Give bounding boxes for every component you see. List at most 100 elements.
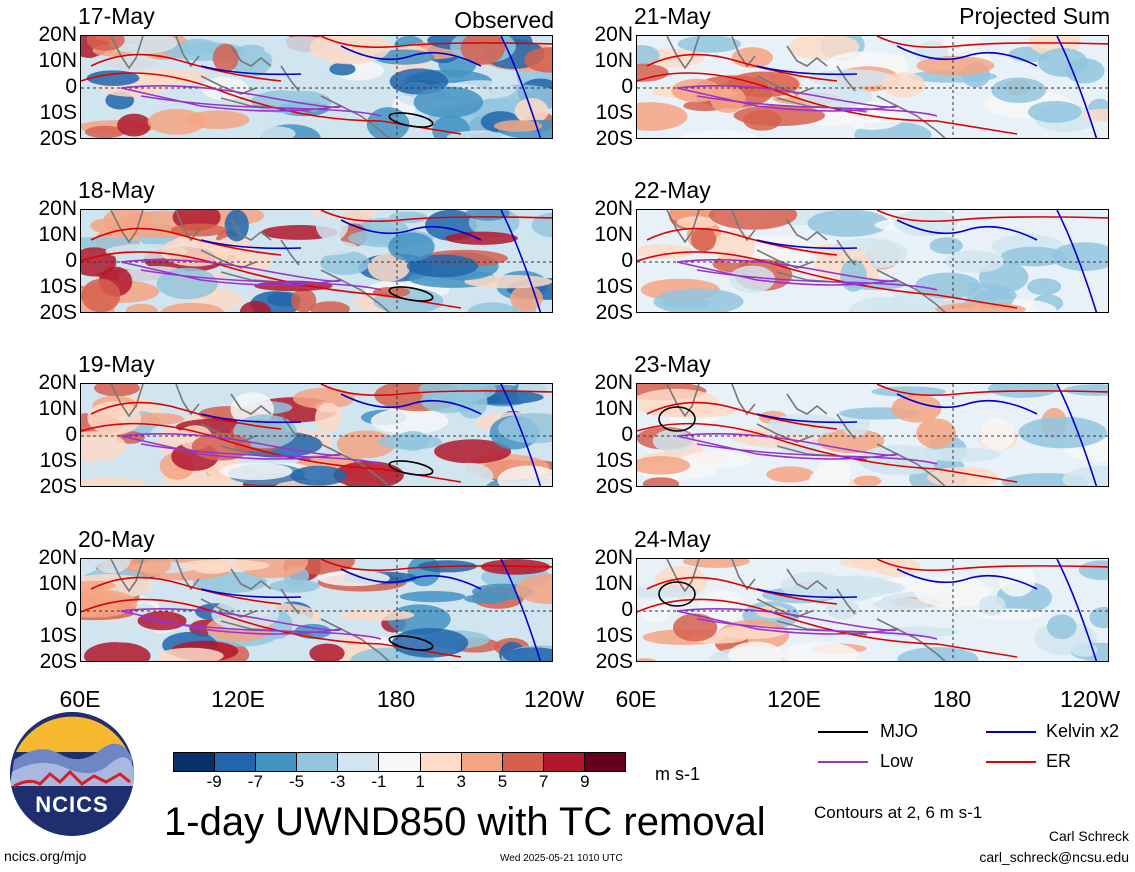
observed-lat-label-3-1: 10N: [38, 397, 77, 420]
observed-map-panel-4: [80, 558, 553, 662]
observed-lat-label-2-1: 10N: [38, 223, 77, 246]
colorbar-swatch-1: [215, 753, 257, 771]
observed-map-svg-4: [81, 559, 552, 661]
legend-line-low: [818, 761, 868, 763]
observed-lat-label-4-4: 20S: [39, 650, 77, 673]
projected-panel-date-4: 24-May: [634, 526, 711, 552]
colorbar-swatch-7: [461, 753, 503, 771]
projected-map-panel-3: [636, 383, 1109, 487]
footer-email: carl_schreck@ncsu.edu: [979, 849, 1129, 865]
observed-lat-label-1-4: 20S: [39, 127, 77, 150]
observed-lat-label-3-2: 0: [65, 423, 77, 446]
observed-lat-label-3-0: 20N: [38, 371, 77, 394]
observed-header: Observed: [454, 7, 554, 33]
colorbar-swatch-3: [297, 753, 339, 771]
lon-label-60e-left: 60E: [59, 686, 101, 712]
projected-lat-label-1-4: 20S: [595, 127, 633, 150]
projected-map-svg-2: [637, 210, 1108, 312]
contours-note: Contours at 2, 6 m s-1: [814, 803, 983, 822]
legend-label-low: Low: [880, 751, 914, 771]
observed-lat-label-1-2: 0: [65, 75, 77, 98]
projected-lat-label-4-0: 20N: [594, 546, 633, 569]
observed-panel-date-3: 19-May: [78, 351, 155, 377]
observed-map-panel-2: [80, 209, 553, 313]
legend-line-er: [986, 761, 1036, 763]
lon-label-180-left: 180: [376, 686, 416, 712]
colorbar-swatch-4: [338, 753, 380, 771]
lon-label-120e-right: 120E: [767, 686, 821, 712]
legend-label-er: ER: [1046, 751, 1072, 771]
colorbar-swatch-2: [256, 753, 298, 771]
colorbar-swatch-6: [420, 753, 462, 771]
colorbar-tick-label-6: 3: [456, 772, 466, 791]
observed-lat-label-4-2: 0: [65, 598, 77, 621]
observed-lat-label-2-3: 10S: [39, 275, 77, 298]
logo-text: NCICS: [35, 792, 109, 817]
colorbar-tick-label-3: -3: [330, 772, 346, 791]
observed-map-svg-2: [81, 210, 552, 312]
projected-panel-date-2: 22-May: [634, 177, 711, 203]
lon-label-120w-right: 120W: [1060, 686, 1121, 712]
legend-line-mjo: [818, 731, 868, 733]
projected-lat-label-3-4: 20S: [595, 475, 633, 498]
legend-line-kelvin: [986, 731, 1036, 733]
observed-lat-label-2-2: 0: [65, 249, 77, 272]
projected-map-panel-4: [636, 558, 1109, 662]
observed-lat-label-1-1: 10N: [38, 49, 77, 72]
ncics-logo: NCICS: [10, 712, 134, 836]
observed-panel-date-4: 20-May: [78, 526, 155, 552]
observed-lat-label-2-4: 20S: [39, 301, 77, 324]
projected-lat-label-4-2: 0: [621, 598, 633, 621]
projected-lat-label-4-4: 20S: [595, 650, 633, 673]
projected-lat-label-3-0: 20N: [594, 371, 633, 394]
observed-lat-label-1-0: 20N: [38, 23, 77, 46]
lon-label-60e-right: 60E: [615, 686, 657, 712]
projected-header: Projected Sum: [959, 3, 1110, 29]
projected-lat-label-2-4: 20S: [595, 301, 633, 324]
figure-title: 1-day UWND850 with TC removal: [164, 800, 766, 844]
projected-lat-label-2-2: 0: [621, 249, 633, 272]
lon-label-120w-left: 120W: [523, 686, 585, 712]
lon-label-180-right: 180: [932, 686, 972, 712]
projected-panel-date-1: 21-May: [634, 3, 711, 29]
observed-lat-label-3-4: 20S: [39, 475, 77, 498]
footer-timestamp: Wed 2025-05-21 1010 UTC: [500, 853, 623, 864]
observed-panel-date-2: 18-May: [78, 177, 155, 203]
observed-lat-label-4-1: 10N: [38, 572, 77, 595]
observed-lat-label-1-3: 10S: [39, 101, 77, 124]
colorbar-tick-label-0: -9: [206, 772, 222, 791]
colorbar-swatch-10: [584, 753, 626, 771]
projected-map-panel-1: [636, 35, 1109, 139]
colorbar-swatch-0: [174, 753, 216, 771]
colorbar-swatch-5: [379, 753, 421, 771]
logo-graphic: [10, 712, 134, 836]
observed-lat-label-2-0: 20N: [38, 197, 77, 220]
projected-map-svg-3: [637, 384, 1108, 486]
lon-label-120e-left: 120E: [211, 686, 265, 712]
observed-lat-label-4-0: 20N: [38, 546, 77, 569]
legend-label-mjo: MJO: [880, 721, 918, 741]
footer-url[interactable]: ncics.org/mjo: [4, 848, 87, 864]
observed-lat-label-3-3: 10S: [39, 449, 77, 472]
colorbar-tick-label-4: -1: [371, 772, 387, 791]
projected-lat-label-1-2: 0: [621, 75, 633, 98]
colorbar-tick-label-2: -5: [288, 772, 305, 791]
projected-lat-label-4-3: 10S: [595, 624, 633, 647]
projected-map-svg-4: [637, 559, 1108, 661]
colorbar-tick-label-1: -7: [247, 772, 263, 791]
colorbar-swatch-9: [543, 753, 585, 771]
colorbar-tick-label-5: 1: [415, 772, 425, 791]
projected-lat-label-1-1: 10N: [594, 49, 633, 72]
footer-author: Carl Schreck: [1048, 828, 1129, 844]
observed-map-svg-3: [81, 384, 552, 486]
observed-panel-date-1: 17-May: [78, 3, 155, 29]
colorbar-swatch-8: [502, 753, 544, 771]
projected-lat-label-2-3: 10S: [595, 275, 633, 298]
projected-lat-label-3-2: 0: [621, 423, 633, 446]
observed-lat-label-4-3: 10S: [39, 624, 77, 647]
projected-lat-label-2-1: 10N: [594, 223, 633, 246]
projected-lat-label-1-3: 10S: [595, 101, 633, 124]
projected-map-panel-2: [636, 209, 1109, 313]
colorbar-units: m s-1: [655, 764, 700, 784]
colorbar-tick-label-9: 9: [580, 772, 590, 791]
